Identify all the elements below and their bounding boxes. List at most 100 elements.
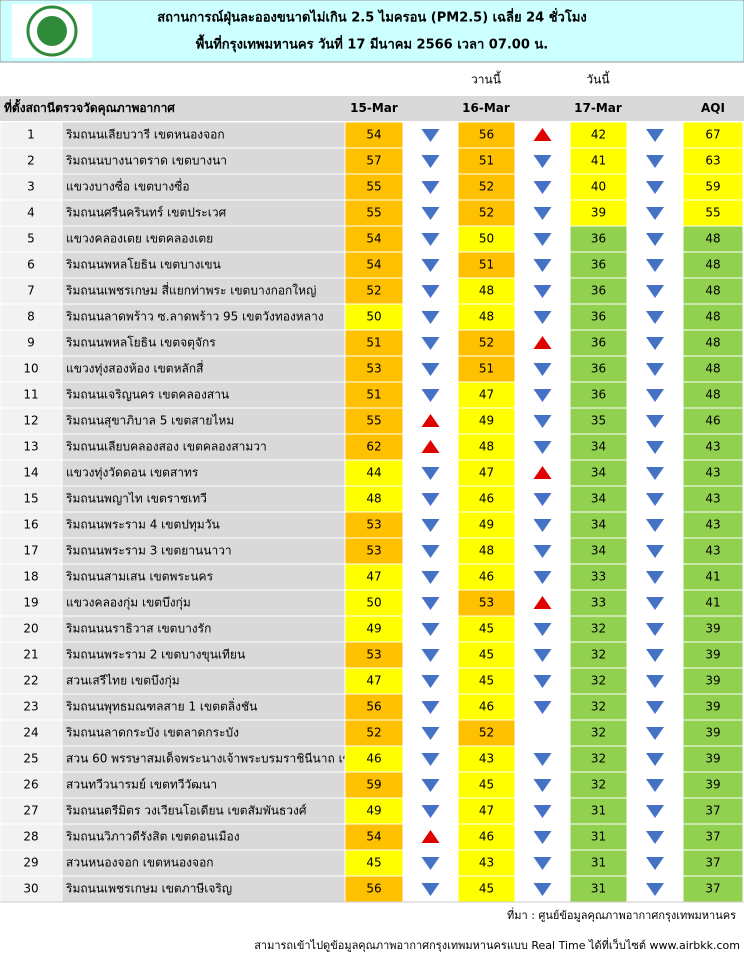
- value-cell: [569, 745, 628, 773]
- down-arrow: [533, 441, 552, 454]
- value: 49: [366, 622, 381, 636]
- row-number: 13: [23, 440, 38, 454]
- value-cell: [344, 667, 404, 695]
- value: 46: [705, 414, 720, 428]
- value: 53: [366, 648, 381, 662]
- down-arrow: [533, 519, 552, 532]
- row-number: 21: [23, 648, 38, 662]
- station-name: ริมถนนลาดพร้าว ซ.ลาดพร้าว 95 เขตวังทองหล…: [65, 310, 323, 324]
- number-cell: [0, 667, 63, 695]
- value: 51: [366, 336, 381, 350]
- value-cell: [457, 589, 516, 617]
- station-name: ริมถนนนราธิวาส เขตบางรัก: [65, 622, 211, 636]
- up-arrow: [421, 414, 440, 427]
- row-number: 4: [27, 206, 35, 220]
- station-cell: [61, 433, 346, 461]
- value: 52: [479, 726, 494, 740]
- down-arrow: [421, 597, 440, 610]
- station-cell: [61, 849, 346, 877]
- value: 34: [591, 518, 606, 532]
- value-cell: [344, 303, 404, 331]
- value: 54: [366, 258, 381, 272]
- value: 47: [366, 570, 381, 584]
- station-cell: [61, 381, 346, 409]
- title: สถานการณ์ฝุ่นละอองขนาดไม่เกิน 2.5 ไมครอน…: [157, 8, 586, 26]
- row-number: 26: [23, 778, 38, 792]
- station-name: ริมถนนพญาไท เขตราชเทวี: [65, 492, 206, 506]
- value: 43: [705, 518, 720, 532]
- value: 52: [366, 726, 381, 740]
- row-number: 10: [23, 362, 38, 376]
- value: 37: [705, 804, 720, 818]
- value: 36: [591, 284, 606, 298]
- value: 49: [479, 414, 494, 428]
- down-arrow: [646, 389, 664, 402]
- value-cell: [344, 849, 404, 877]
- value-cell: [457, 225, 516, 253]
- down-arrow: [646, 337, 664, 350]
- value-cell: [569, 667, 628, 695]
- down-arrow: [533, 571, 552, 584]
- value-cell: [682, 875, 744, 903]
- down-arrow: [421, 181, 440, 194]
- down-arrow: [533, 623, 552, 636]
- value: 36: [591, 388, 606, 402]
- value: 53: [366, 544, 381, 558]
- value: 53: [366, 518, 381, 532]
- down-arrow: [533, 311, 552, 324]
- station-name: ริมถนนพระราม 3 เขตยานนาวา: [65, 544, 231, 558]
- value-cell: [569, 849, 628, 877]
- down-arrow: [646, 207, 664, 220]
- value: 40: [591, 180, 606, 194]
- down-arrow: [421, 259, 440, 272]
- up-arrow: [533, 596, 552, 609]
- value: 32: [591, 752, 606, 766]
- value: 54: [366, 128, 381, 142]
- down-arrow: [646, 701, 664, 714]
- down-arrow: [646, 571, 664, 584]
- source: ที่มา : ศูนย์ข้อมูลคุณภาพอากาศกรุงเทพมหา…: [507, 907, 736, 922]
- value-cell: [344, 563, 404, 591]
- value-cell: [569, 199, 628, 227]
- down-arrow: [646, 857, 664, 870]
- value: 54: [366, 232, 381, 246]
- down-arrow: [646, 311, 664, 324]
- value: 39: [705, 726, 720, 740]
- down-arrow: [646, 545, 664, 558]
- value-cell: [457, 329, 516, 357]
- down-arrow: [421, 727, 440, 740]
- value: 48: [479, 310, 494, 324]
- value-cell: [344, 511, 404, 539]
- down-arrow: [421, 883, 440, 896]
- row-number: 29: [23, 856, 38, 870]
- number-cell: [0, 537, 63, 565]
- value-cell: [457, 147, 516, 175]
- value: 43: [705, 544, 720, 558]
- number-cell: [0, 745, 63, 773]
- station-name: ริมถนนเพชรเกษม สี่แยกท่าพระ เขตบางกอกใหญ…: [65, 282, 316, 298]
- station-name: ริมถนนพระราม 4 เขตปทุมวัน: [65, 518, 219, 533]
- value-cell: [569, 563, 628, 591]
- value-cell: [344, 771, 404, 799]
- value-cell: [682, 381, 744, 409]
- up-arrow: [421, 830, 440, 843]
- value: 36: [591, 362, 606, 376]
- station-name: แขวงบางซื่อ เขตบางซื่อ: [66, 178, 190, 194]
- value: 32: [591, 674, 606, 688]
- value-cell: [682, 667, 744, 695]
- station-name: สวนหนองจอก เขตหนองจอก: [66, 856, 214, 870]
- number-cell: [0, 823, 63, 851]
- value: 45: [479, 882, 494, 896]
- value: 54: [366, 830, 381, 844]
- value: 43: [705, 466, 720, 480]
- value: 51: [366, 388, 381, 402]
- value: 31: [591, 856, 606, 870]
- value: 34: [591, 492, 606, 506]
- note: สามารถเข้าไปดูข้อมูลคุณภาพอากาศกรุงเทพมห…: [254, 937, 740, 952]
- value-cell: [682, 355, 744, 383]
- down-arrow: [533, 675, 552, 688]
- up-arrow: [533, 128, 552, 141]
- header-band: [0, 0, 744, 63]
- down-arrow: [646, 623, 664, 636]
- down-arrow: [533, 207, 552, 220]
